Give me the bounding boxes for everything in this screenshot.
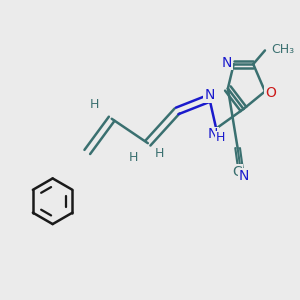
Text: H: H (128, 151, 138, 164)
Text: H: H (216, 131, 225, 144)
Text: O: O (265, 86, 276, 100)
Text: C: C (232, 165, 242, 179)
Text: N: N (222, 56, 232, 70)
Text: N: N (208, 128, 218, 141)
Text: H: H (89, 98, 99, 111)
Text: N: N (238, 169, 249, 183)
Text: CH₃: CH₃ (272, 43, 295, 56)
Text: H: H (155, 147, 164, 160)
Text: N: N (204, 88, 214, 102)
